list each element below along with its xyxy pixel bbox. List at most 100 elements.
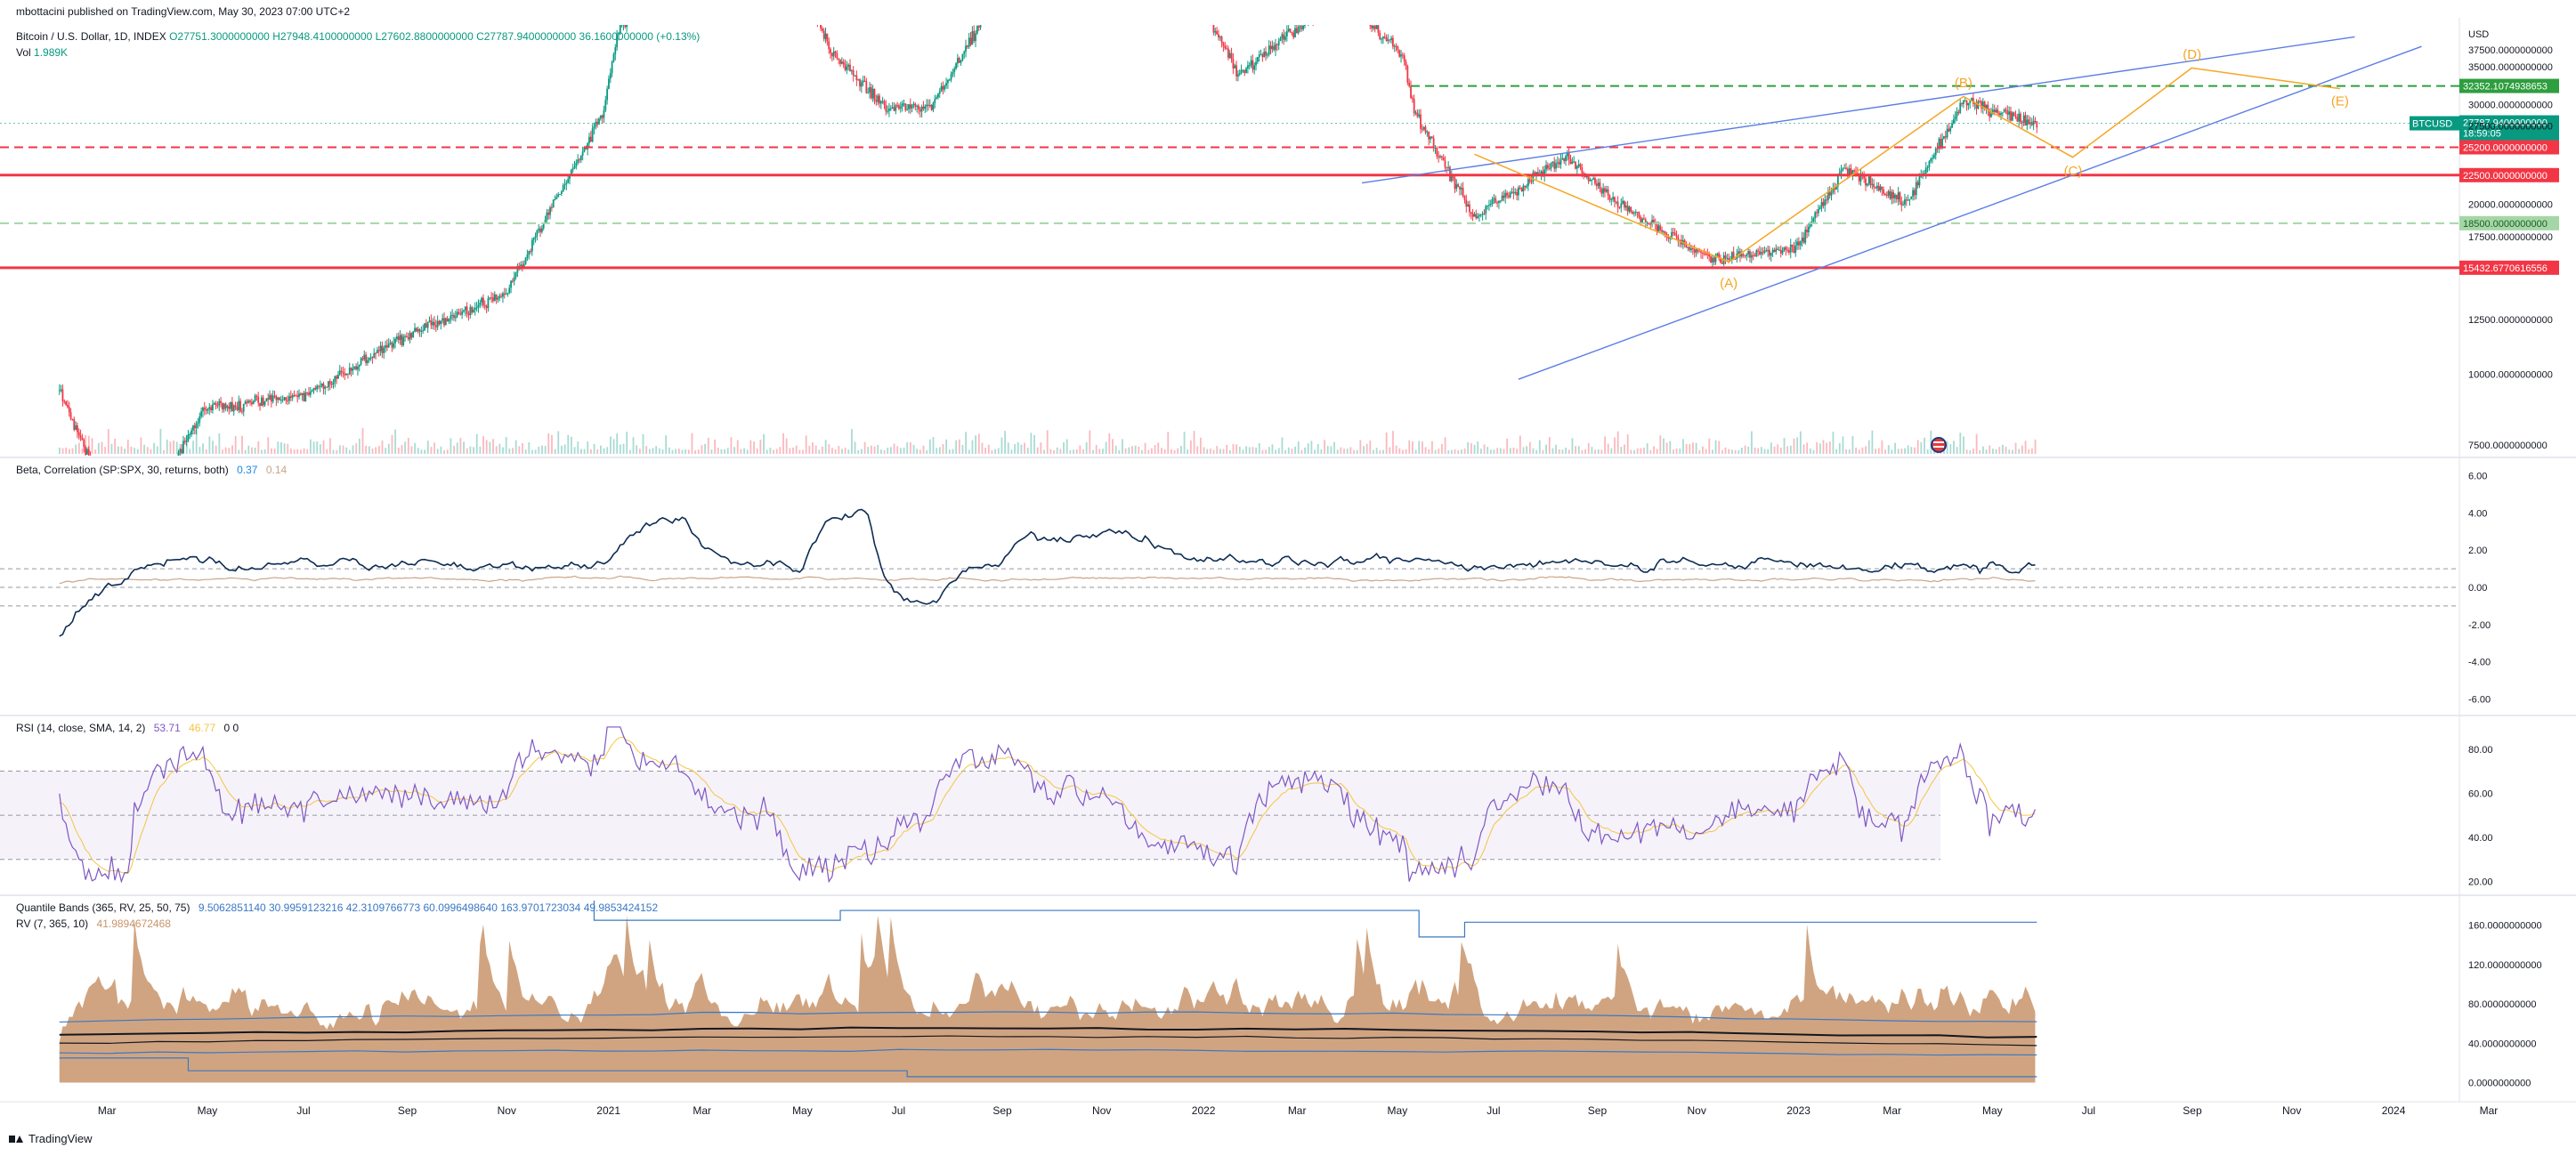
candle-body bbox=[140, 519, 142, 523]
candle-body bbox=[87, 449, 90, 456]
candle-body bbox=[816, 14, 818, 22]
volume-bar bbox=[1545, 444, 1548, 454]
rv-title[interactable]: RV (7, 365, 10) bbox=[16, 918, 89, 930]
volume-bar bbox=[1845, 449, 1848, 454]
candle-body bbox=[1243, 69, 1246, 74]
volume-bar bbox=[1943, 449, 1945, 454]
volume-bar bbox=[854, 441, 856, 454]
candle-body bbox=[1721, 262, 1723, 264]
volume-bar bbox=[1118, 449, 1121, 454]
volume-bar bbox=[1026, 448, 1029, 454]
candle-body bbox=[2005, 109, 2007, 111]
volume-bar bbox=[681, 449, 684, 454]
candle-body bbox=[1836, 174, 1839, 187]
candle-body bbox=[312, 388, 315, 391]
candle-body bbox=[61, 389, 64, 401]
volume-bar bbox=[1509, 448, 1511, 454]
volume-bar bbox=[401, 445, 403, 454]
candle-body bbox=[353, 366, 356, 369]
candle-body bbox=[1535, 172, 1537, 174]
candle-body bbox=[906, 109, 909, 110]
candle-body bbox=[405, 335, 408, 337]
candle-body bbox=[1887, 190, 1890, 196]
candle-body bbox=[1212, 25, 1215, 33]
volume-bar bbox=[1252, 447, 1254, 454]
candle-body bbox=[552, 199, 555, 208]
candle-body bbox=[860, 82, 863, 87]
volume-bar bbox=[124, 449, 126, 454]
candle-body bbox=[1732, 252, 1735, 259]
candle-body bbox=[1827, 191, 1829, 200]
volume-bar bbox=[430, 447, 433, 454]
candle-body bbox=[467, 313, 470, 316]
candle-body bbox=[1371, 25, 1373, 28]
volume-bar bbox=[1395, 445, 1397, 454]
candle-body bbox=[619, 25, 621, 34]
candle-body bbox=[2006, 110, 2009, 115]
candle-body bbox=[1750, 255, 1753, 258]
volume-bar bbox=[1828, 441, 1831, 454]
candle-body bbox=[1705, 253, 1707, 255]
candle-body bbox=[177, 452, 180, 456]
volume-bar bbox=[1875, 449, 1876, 454]
candle-body bbox=[1975, 102, 1978, 109]
candle-body bbox=[1220, 36, 1223, 44]
candle-body bbox=[516, 265, 519, 273]
candle-body bbox=[1840, 170, 1843, 174]
candle-body bbox=[1351, 4, 1353, 7]
candle-body bbox=[1373, 26, 1376, 29]
candle-body bbox=[443, 318, 445, 326]
candle-body bbox=[223, 403, 225, 409]
price-level-tag bbox=[2459, 215, 2559, 230]
volume-bar bbox=[863, 441, 866, 454]
candle-body bbox=[269, 394, 271, 400]
candle-body bbox=[937, 93, 939, 98]
volume-bar bbox=[424, 449, 426, 454]
price-level-label: 22500.0000000000 bbox=[2463, 171, 2548, 182]
candle-body bbox=[976, 26, 978, 34]
rsi-title[interactable]: RSI (14, close, SMA, 14, 2) bbox=[16, 722, 146, 734]
candle-body bbox=[1275, 44, 1276, 51]
candle-body bbox=[1256, 57, 1259, 62]
candle-body bbox=[1802, 238, 1805, 243]
volume-bar bbox=[880, 449, 882, 454]
candle-body bbox=[505, 294, 507, 295]
candle-body bbox=[1783, 247, 1786, 251]
volume-bar bbox=[1199, 437, 1202, 454]
volume-bar bbox=[1079, 445, 1081, 454]
volume-bar bbox=[1665, 442, 1668, 454]
volume-bar bbox=[782, 432, 784, 454]
volume-bar bbox=[1336, 449, 1339, 454]
candle-body bbox=[1526, 186, 1527, 188]
volume-bar bbox=[1242, 449, 1244, 454]
price-axis-tick: 7500.0000000000 bbox=[2468, 441, 2548, 451]
beta-title[interactable]: Beta, Correlation (SP:SPX, 30, returns, … bbox=[16, 464, 229, 476]
footer-brand: TradingView bbox=[28, 1132, 93, 1145]
candle-body bbox=[2021, 122, 2023, 124]
candle-body bbox=[1379, 32, 1381, 40]
candle-body bbox=[1454, 178, 1456, 190]
candle-body bbox=[129, 537, 131, 544]
volume-bar bbox=[1356, 449, 1358, 454]
candle-body bbox=[1907, 199, 1909, 201]
volume-bar bbox=[1855, 448, 1857, 454]
volume-bar bbox=[1871, 430, 1874, 454]
date-axis-tick: Mar bbox=[2480, 1104, 2499, 1117]
candle-body bbox=[911, 104, 913, 109]
quantile-title[interactable]: Quantile Bands (365, RV, 25, 50, 75) bbox=[16, 901, 190, 914]
candle-body bbox=[1949, 127, 1952, 132]
volume-bar bbox=[1548, 437, 1551, 454]
volume-bar bbox=[456, 442, 458, 454]
volume-label[interactable]: Vol bbox=[16, 46, 31, 59]
candle-body bbox=[2010, 111, 2012, 121]
candle-body bbox=[1422, 126, 1425, 130]
volume-bar bbox=[1555, 444, 1558, 454]
volume-bar bbox=[1271, 444, 1274, 454]
quantile-band-line bbox=[59, 1048, 2037, 1056]
candle-body bbox=[604, 100, 607, 110]
candle-body bbox=[1930, 158, 1932, 162]
candle-body bbox=[1219, 36, 1221, 38]
volume-bar bbox=[68, 449, 70, 454]
symbol-title[interactable]: Bitcoin / U.S. Dollar, 1D, INDEX bbox=[16, 30, 166, 43]
